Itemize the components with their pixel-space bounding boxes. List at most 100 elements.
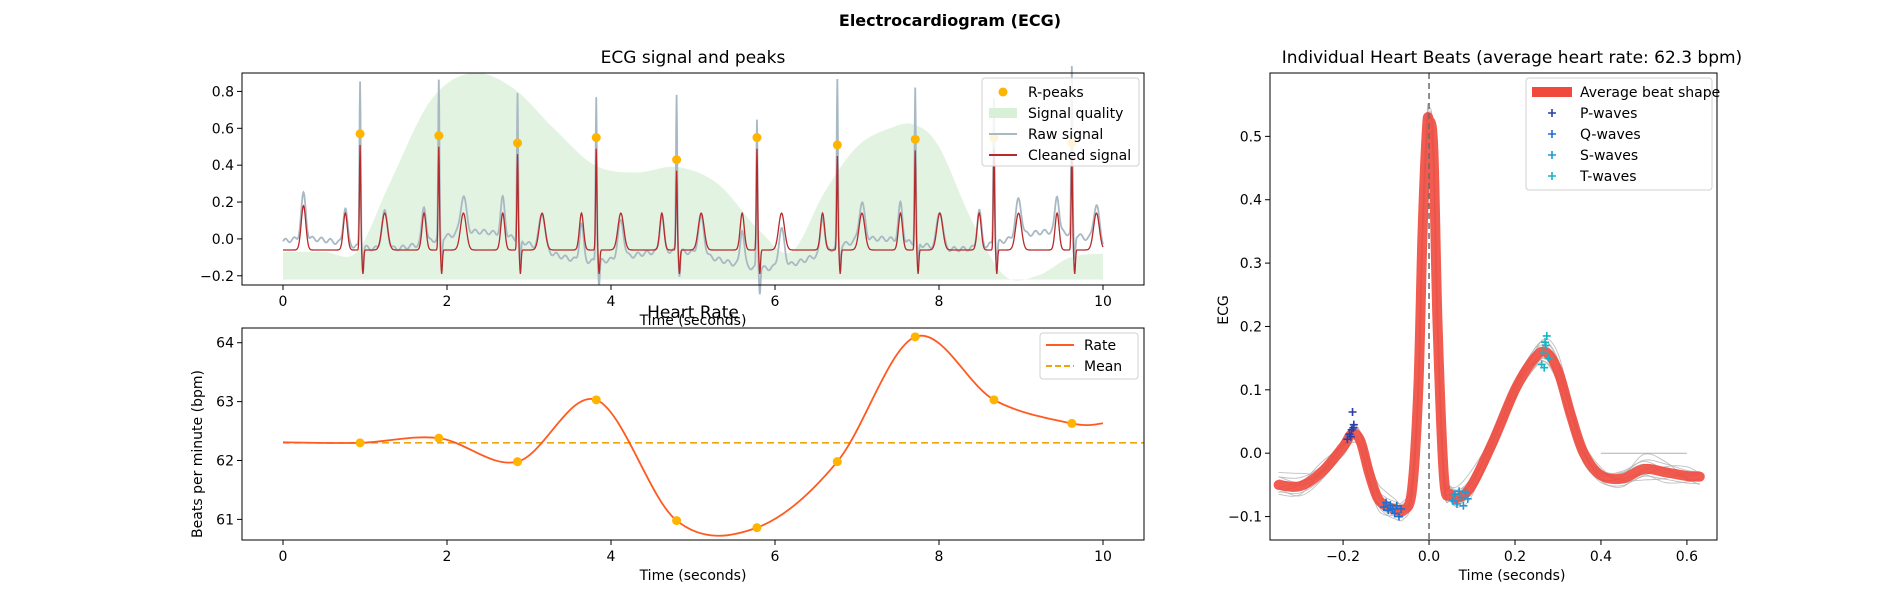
r-peak-point — [434, 131, 444, 141]
y-tick-label: 62 — [216, 454, 234, 470]
x-tick-label: 6 — [771, 549, 780, 565]
legend-raw-signal-label: Raw signal — [1028, 127, 1103, 143]
rate-x-axis-label: Time (seconds) — [639, 568, 747, 584]
rate-panel-title: Heart Rate — [647, 303, 739, 323]
legend-q-waves-swatch — [1548, 130, 1556, 138]
s-wave-marker — [1463, 494, 1472, 503]
beats-x-axis-label: Time (seconds) — [1458, 568, 1566, 584]
x-tick-label: 0.4 — [1590, 549, 1612, 565]
s-wave-marker — [1448, 496, 1457, 505]
x-tick-label: 6 — [771, 294, 780, 310]
ecg-signal-panel: ECG signal and peaks Time (seconds) 0 2 4 6… — [200, 48, 1145, 329]
y-tick-label: 0.0 — [1240, 446, 1262, 462]
y-tick-label: −0.2 — [200, 269, 234, 285]
legend-q-waves-label: Q-waves — [1580, 127, 1641, 143]
heart-rate-point — [989, 395, 999, 405]
average-beat-line — [1273, 112, 1705, 517]
legend-signal-quality-swatch — [989, 108, 1017, 118]
beats-y-axis-label: ECG — [1216, 295, 1232, 324]
r-peak-point — [910, 134, 920, 144]
s-wave-marker — [1461, 488, 1470, 497]
y-tick-label: 63 — [216, 395, 234, 411]
q-wave-marker — [1390, 509, 1399, 518]
legend-p-waves-swatch — [1548, 109, 1556, 117]
rate-legend: Rate Mean — [1039, 332, 1139, 380]
s-wave-marker — [1450, 490, 1459, 499]
s-wave-marker — [1459, 501, 1468, 510]
x-tick-label: 0 — [279, 294, 288, 310]
p-wave-marker — [1348, 408, 1357, 417]
heart-rate-point — [1067, 418, 1077, 428]
y-tick-label: 0.4 — [212, 158, 234, 174]
legend-rate-label: Rate — [1084, 338, 1116, 354]
x-tick-label: −0.2 — [1326, 549, 1360, 565]
s-wave-marker — [1452, 499, 1461, 508]
beats-legend-box — [1525, 77, 1713, 191]
x-tick-label: 2 — [443, 549, 452, 565]
x-tick-label: 0 — [279, 549, 288, 565]
r-peak-point — [672, 155, 682, 165]
cleaned-signal-line — [283, 144, 1104, 275]
x-tick-label: 8 — [935, 549, 944, 565]
figure-title: Electrocardiogram (ECG) — [839, 11, 1061, 30]
x-tick-label: 10 — [1094, 549, 1112, 565]
y-tick-label: 64 — [216, 336, 234, 352]
x-tick-label: 0.0 — [1418, 549, 1440, 565]
rate-y-axis-label: Beats per minute (bpm) — [190, 370, 206, 538]
x-tick-label: 10 — [1094, 294, 1112, 310]
heart-rate-point — [672, 516, 682, 526]
t-wave-marker — [1539, 347, 1548, 356]
r-peak-point — [591, 133, 601, 143]
q-wave-marker — [1384, 506, 1393, 515]
heart-beats-panel: Individual Heart Beats (average heart ra… — [1216, 48, 1742, 584]
t-wave-marker — [1542, 331, 1551, 340]
signal-panel-title: ECG signal and peaks — [601, 48, 786, 68]
t-wave-marker — [1541, 341, 1550, 350]
beats-panel-title: Individual Heart Beats (average heart ra… — [1282, 48, 1742, 68]
legend-average-beat-label: Average beat shape — [1580, 85, 1720, 101]
x-tick-label: 8 — [935, 294, 944, 310]
q-wave-marker — [1397, 504, 1406, 513]
legend-cleaned-signal-label: Cleaned signal — [1028, 148, 1131, 164]
heart-rate-point — [832, 457, 842, 467]
r-peak-point — [355, 129, 365, 139]
y-tick-label: 0.2 — [1240, 319, 1262, 335]
legend-s-waves-label: S-waves — [1580, 148, 1638, 164]
t-wave-marker — [1544, 354, 1553, 363]
rate-axes-frame — [241, 327, 1145, 541]
y-tick-label: 0.8 — [212, 84, 234, 100]
q-wave-marker — [1382, 498, 1391, 507]
legend-t-waves-label: T-waves — [1579, 169, 1637, 185]
legend-mean-label: Mean — [1084, 359, 1122, 375]
signal-legend: R-peaks Signal quality Raw signal Cleaned s… — [981, 77, 1140, 167]
p-wave-marker — [1346, 432, 1355, 441]
heart-rate-point — [910, 332, 920, 342]
q-wave-marker — [1394, 512, 1403, 521]
r-peak-point — [513, 138, 523, 148]
beats-axes-frame — [1269, 72, 1718, 541]
y-tick-label: 0.3 — [1240, 256, 1262, 272]
heart-rate-point — [752, 523, 762, 533]
s-wave-marker — [1457, 493, 1466, 502]
y-tick-label: 0.1 — [1240, 383, 1262, 399]
heart-rate-point — [355, 438, 365, 448]
x-tick-label: 4 — [607, 294, 616, 310]
x-tick-label: 0.6 — [1676, 549, 1698, 565]
x-tick-label: 0.2 — [1504, 549, 1526, 565]
legend-r-peaks-swatch — [998, 87, 1008, 97]
heart-rate-point — [591, 395, 601, 405]
y-tick-label: 0.0 — [212, 232, 234, 248]
legend-s-waves-swatch — [1548, 151, 1556, 159]
heart-rate-point — [513, 457, 523, 467]
y-tick-label: 0.2 — [212, 195, 234, 211]
s-wave-marker — [1455, 487, 1464, 496]
q-wave-marker — [1392, 501, 1401, 510]
r-peak-point — [752, 133, 762, 143]
p-wave-marker — [1349, 423, 1358, 432]
heart-rate-point — [434, 433, 444, 443]
heart-rate-panel: Heart Rate Time (seconds) Beats per minu… — [190, 303, 1145, 584]
signal-axes-frame — [241, 72, 1145, 286]
q-wave-marker — [1388, 504, 1397, 513]
r-peak-point — [832, 140, 842, 150]
